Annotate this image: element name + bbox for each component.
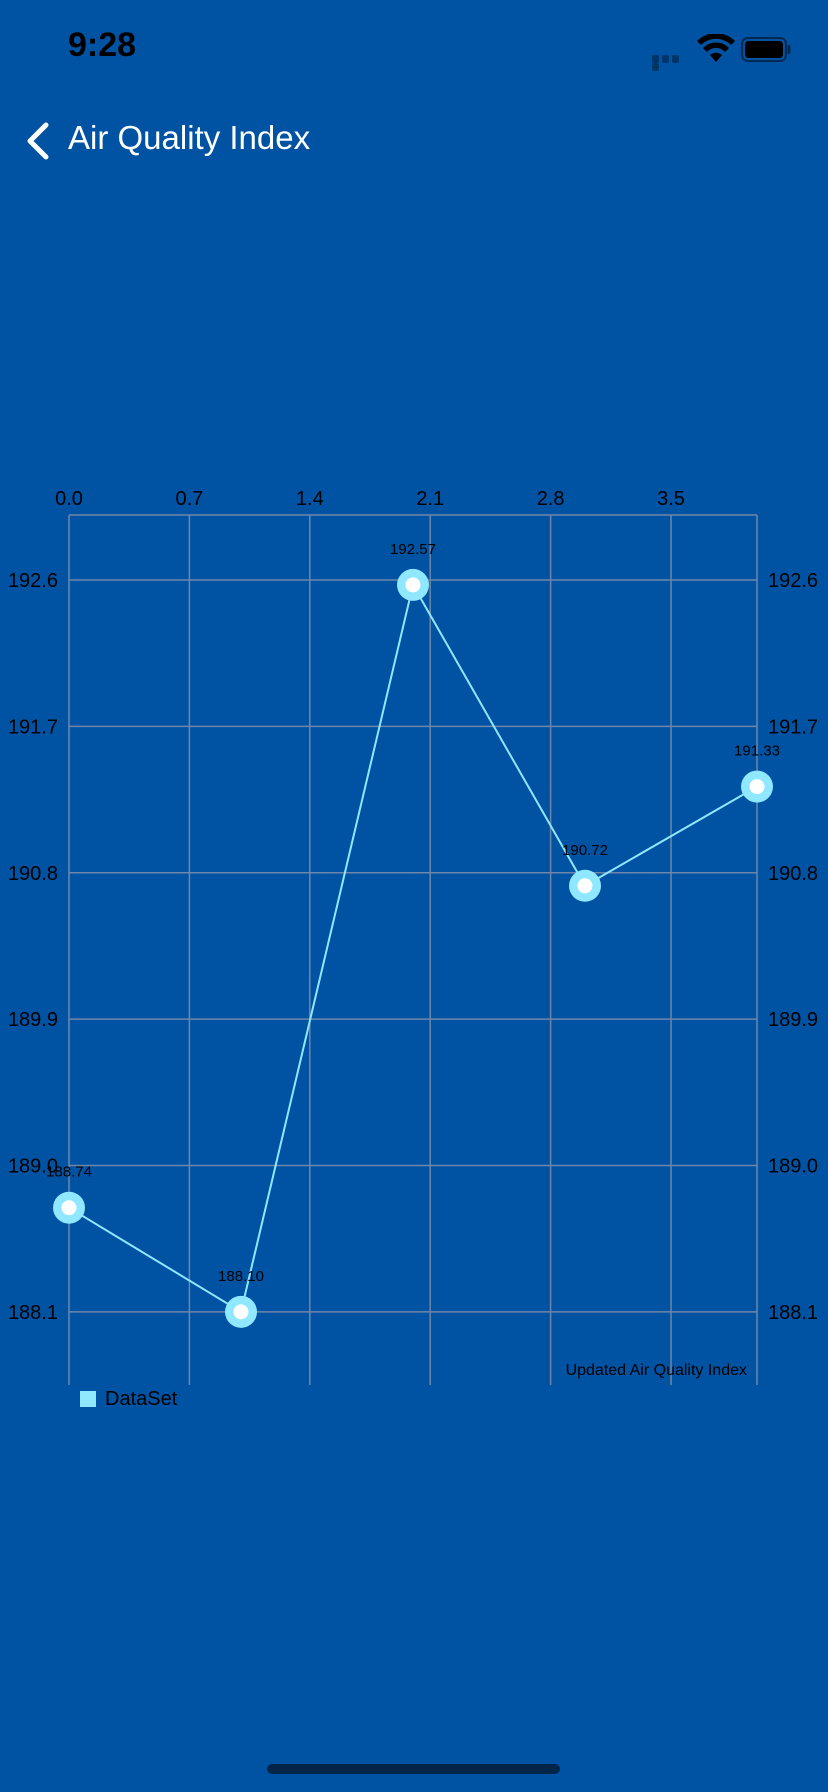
- chevron-left-icon[interactable]: [20, 117, 60, 165]
- y-tick-label-right: 192.6: [768, 570, 818, 592]
- home-indicator: [267, 1764, 560, 1774]
- y-tick-label-left: 190.8: [8, 863, 58, 885]
- data-label: 191.33: [734, 743, 780, 760]
- x-tick-label: 0.7: [175, 488, 203, 510]
- y-tick-label-left: 188.1: [8, 1302, 58, 1324]
- x-tick-label: 2.8: [537, 488, 565, 510]
- data-label: 190.72: [562, 842, 608, 859]
- y-tick-label-left: 189.0: [8, 1155, 58, 1177]
- y-tick-label-right: 189.0: [768, 1155, 818, 1177]
- signal-icon: [652, 55, 690, 71]
- legend-swatch: [80, 1391, 96, 1407]
- x-tick-label: 3.5: [657, 488, 685, 510]
- data-label: 192.57: [390, 541, 436, 558]
- x-tick-labels: 0.0 0.7 1.4 2.1 2.8 3.5: [55, 488, 685, 510]
- data-point-inner: [61, 1200, 77, 1216]
- wifi-icon: [697, 34, 735, 62]
- page-title: Air Quality Index: [68, 119, 311, 156]
- data-label: 188.74: [46, 1164, 92, 1181]
- y-tick-label-right: 189.9: [768, 1009, 818, 1031]
- y-tick-label-right: 191.7: [768, 716, 818, 738]
- data-point-inner: [577, 878, 593, 894]
- y-tick-label-left: 192.6: [8, 570, 58, 592]
- x-tick-label: 1.4: [296, 488, 324, 510]
- chart-description: Updated Air Quality Index: [566, 1362, 747, 1379]
- y-tick-label-left: 191.7: [8, 716, 58, 738]
- legend-label: DataSet: [105, 1388, 178, 1410]
- x-tick-label: 0.0: [55, 488, 83, 510]
- line-chart: 0.0 0.7 1.4 2.1 2.8 3.5 192.6 192.6 191.7 191.7 1…: [0, 470, 828, 1430]
- data-points: [53, 568, 773, 1328]
- y-tick-labels: 192.6 192.6 191.7 191.7 190.8 190.8 189.9 189.9…: [8, 570, 818, 1324]
- status-bar: 9:28: [0, 0, 828, 100]
- data-point-inner: [749, 779, 765, 795]
- y-tick-label-right: 188.1: [768, 1302, 818, 1324]
- battery-icon: [741, 37, 791, 62]
- series-line-dataset: [68, 582, 758, 1314]
- data-point-inner: [233, 1304, 249, 1320]
- data-point-inner: [405, 577, 421, 593]
- y-tick-label-left: 189.9: [8, 1009, 58, 1031]
- data-labels: 188.74 188.10 192.57 190.72 191.33: [46, 541, 780, 1285]
- x-tick-label: 2.1: [416, 488, 444, 510]
- grid-lines: [68, 514, 758, 1385]
- navigation-bar: Air Quality Index: [0, 105, 828, 175]
- status-time: 9:28: [68, 26, 137, 64]
- y-tick-label-right: 190.8: [768, 863, 818, 885]
- data-label: 188.10: [218, 1268, 264, 1285]
